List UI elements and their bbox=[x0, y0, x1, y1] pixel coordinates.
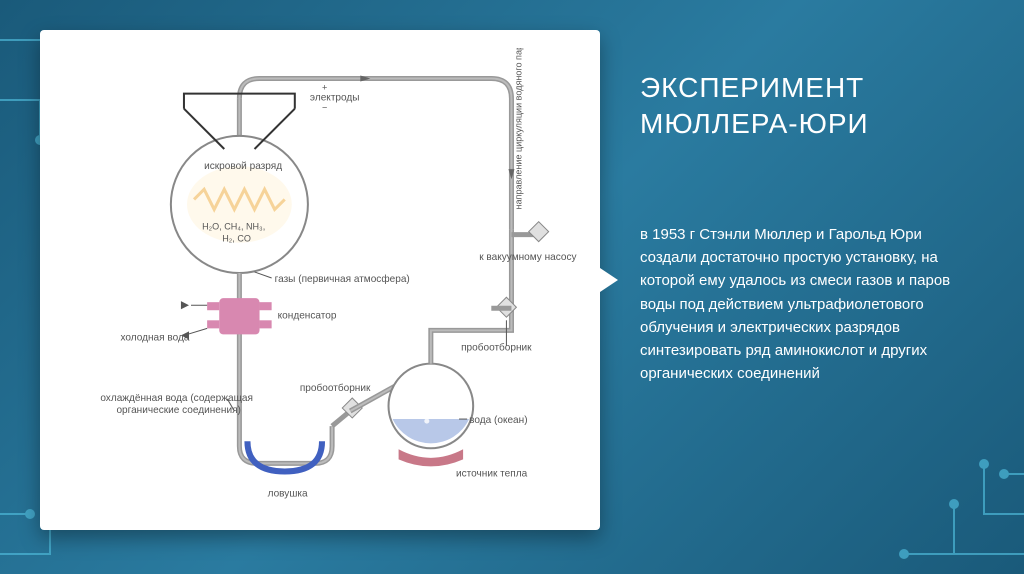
slide-content: электроды + − искровой разряд H₂O, CH₄, … bbox=[0, 0, 1024, 574]
miller-urey-diagram: электроды + − искровой разряд H₂O, CH₄, … bbox=[58, 48, 582, 512]
svg-text:+: + bbox=[322, 83, 327, 93]
svg-text:−: − bbox=[322, 103, 327, 113]
label-sampler2: пробоотборник bbox=[461, 342, 532, 354]
slide-title: ЭКСПЕРИМЕНТ МЮЛЛЕРА-ЮРИ bbox=[640, 70, 964, 143]
label-formulas-1: H₂O, CH₄, NH₃, bbox=[202, 222, 265, 232]
label-electrodes: электроды bbox=[310, 93, 360, 104]
label-circulation: направление циркуляции водяного пара bbox=[514, 48, 524, 209]
label-heat: источник тепла bbox=[456, 469, 528, 480]
label-cold-water: холодная вода bbox=[120, 332, 189, 343]
label-condenser: конденсатор bbox=[278, 310, 337, 321]
diagram-panel: электроды + − искровой разряд H₂O, CH₄, … bbox=[40, 30, 600, 530]
slide-body: в 1953 г Стэнли Мюллер и Гарольд Юри соз… bbox=[640, 223, 964, 386]
label-cooled-water-1: охлаждённая вода (содержащая bbox=[100, 393, 253, 404]
label-spark: искровой разряд bbox=[204, 161, 282, 172]
label-trap: ловушка bbox=[268, 489, 308, 500]
text-column: ЭКСПЕРИМЕНТ МЮЛЛЕРА-ЮРИ в 1953 г Стэнли … bbox=[640, 30, 964, 544]
label-water-ocean: вода (океан) bbox=[469, 415, 527, 426]
label-sampler1: пробоотборник bbox=[300, 382, 371, 394]
label-vacuum: к вакуумному насосу bbox=[479, 252, 577, 263]
label-cooled-water-2: органические соединения) bbox=[116, 405, 240, 416]
label-gases: газы (первичная атмосфера) bbox=[275, 273, 410, 285]
label-formulas-2: H₂, CO bbox=[222, 234, 251, 244]
